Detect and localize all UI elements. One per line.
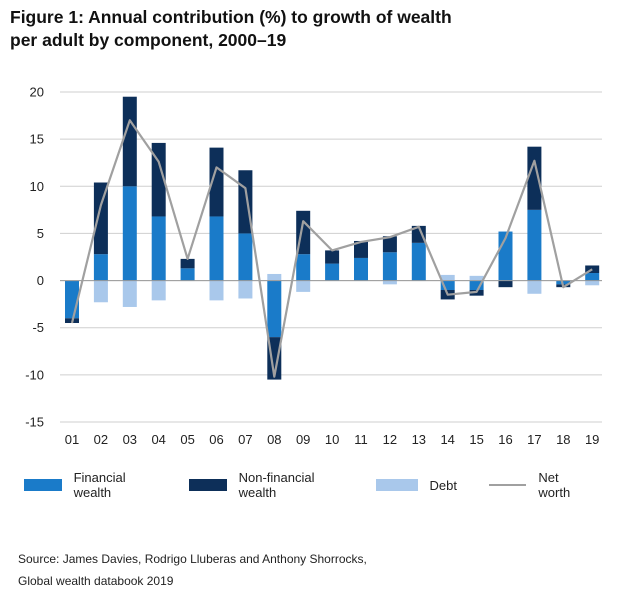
y-tick-label: 20 <box>30 85 44 100</box>
bar-non-financial-wealth-11 <box>354 240 368 258</box>
x-tick-label: 19 <box>585 432 599 447</box>
legend-swatch-financial <box>24 479 62 491</box>
bar-financial-wealth-12 <box>382 252 397 281</box>
bar-debt-08 <box>267 273 282 281</box>
x-tick-label: 07 <box>238 432 252 447</box>
bar-financial-wealth-08 <box>267 280 282 338</box>
bar-financial-wealth-13 <box>411 242 426 281</box>
legend-financial-wealth: Financial wealth <box>24 470 157 500</box>
x-tick-label: 05 <box>180 432 194 447</box>
legend-label-non-financial: Non-financial wealth <box>238 470 315 500</box>
y-tick-label: 5 <box>37 226 44 241</box>
x-tick-label: 06 <box>209 432 223 447</box>
bar-non-financial-wealth-16 <box>498 280 513 288</box>
bar-debt-07 <box>238 280 253 299</box>
legend-label-debt: Debt <box>429 477 457 493</box>
x-tick-label: 18 <box>556 432 570 447</box>
x-tick-label: 17 <box>527 432 541 447</box>
legend-net-worth: Net worth <box>488 470 588 500</box>
bar-debt-12 <box>382 280 397 285</box>
bar-financial-wealth-03 <box>122 186 137 281</box>
bar-financial-wealth-09 <box>296 254 311 281</box>
x-tick-label: 09 <box>296 432 310 447</box>
bar-non-financial-wealth-10 <box>325 250 340 264</box>
bar-debt-04 <box>151 280 166 301</box>
x-tick-label: 12 <box>383 432 397 447</box>
bar-debt-17 <box>527 280 542 294</box>
bar-non-financial-wealth-04 <box>151 142 166 217</box>
chart-legend: Financial wealth Non-financial wealth De… <box>24 470 620 500</box>
bar-financial-wealth-15 <box>469 280 484 290</box>
bar-financial-wealth-07 <box>238 233 253 281</box>
bar-debt-06 <box>209 280 224 301</box>
bar-financial-wealth-02 <box>93 254 108 281</box>
bar-debt-09 <box>296 280 311 292</box>
bar-non-financial-wealth-03 <box>122 96 137 187</box>
bar-debt-03 <box>122 280 137 307</box>
y-tick-label: -15 <box>25 415 44 430</box>
x-tick-label: 11 <box>354 432 368 447</box>
y-tick-label: -5 <box>32 320 44 335</box>
bar-non-financial-wealth-06 <box>209 147 224 217</box>
x-tick-label: 02 <box>94 432 108 447</box>
bar-debt-19 <box>585 280 600 286</box>
bar-non-financial-wealth-12 <box>382 236 397 253</box>
bar-financial-wealth-17 <box>527 209 542 281</box>
bar-non-financial-wealth-17 <box>527 146 542 210</box>
bar-financial-wealth-11 <box>354 257 368 281</box>
bar-debt-15 <box>469 275 484 281</box>
chart-plot: 20 15 10 5 0 -5 -10 -15 01 02 03 04 05 06 07 08 09 10 11 1… <box>25 85 602 447</box>
x-tick-label: 04 <box>151 432 165 447</box>
legend-label-financial: Financial wealth <box>73 470 126 500</box>
title-line-1: Figure 1: Annual contribution (%) to gro… <box>10 7 452 27</box>
bar-non-financial-wealth-05 <box>180 258 195 269</box>
x-tick-label: 15 <box>469 432 483 447</box>
title-line-2: per adult by component, 2000–19 <box>10 30 287 50</box>
y-tick-label: 15 <box>30 132 44 147</box>
chart-title: Figure 1: Annual contribution (%) to gro… <box>10 6 610 52</box>
legend-debt: Debt <box>375 477 457 493</box>
bar-financial-wealth-10 <box>325 263 340 281</box>
bar-financial-wealth-05 <box>180 268 195 281</box>
bar-non-financial-wealth-19 <box>585 265 600 274</box>
legend-line-net-worth <box>488 484 527 486</box>
source-line-2: Global wealth databook 2019 <box>18 574 174 588</box>
bar-financial-wealth-14 <box>440 280 455 290</box>
y-tick-label: 10 <box>30 179 44 194</box>
x-tick-label: 08 <box>267 432 281 447</box>
bar-debt-02 <box>93 280 108 303</box>
bar-financial-wealth-04 <box>151 216 166 281</box>
x-tick-label: 13 <box>412 432 426 447</box>
y-tick-label: -10 <box>25 367 44 382</box>
legend-swatch-non-financial <box>188 479 227 491</box>
x-tick-label: 03 <box>123 432 137 447</box>
source-note: Source: James Davies, Rodrigo Lluberas a… <box>18 548 367 592</box>
y-tick-label: 0 <box>37 273 44 288</box>
x-tick-label: 14 <box>440 432 454 447</box>
net-worth-line <box>70 119 593 378</box>
bar-financial-wealth-06 <box>209 216 224 281</box>
legend-label-net-worth: Net worth <box>538 470 571 500</box>
x-tick-label: 10 <box>325 432 339 447</box>
legend-non-financial-wealth: Non-financial wealth <box>188 470 344 500</box>
bar-debt-14 <box>440 274 455 281</box>
bar-non-financial-wealth-13 <box>411 225 426 243</box>
x-tick-label: 16 <box>498 432 512 447</box>
bar-financial-wealth-19 <box>585 273 600 281</box>
bar-non-financial-wealth-02 <box>93 182 108 255</box>
x-tick-label: 01 <box>65 432 79 447</box>
legend-swatch-debt <box>375 479 418 491</box>
source-line-1: Source: James Davies, Rodrigo Lluberas a… <box>18 552 367 566</box>
